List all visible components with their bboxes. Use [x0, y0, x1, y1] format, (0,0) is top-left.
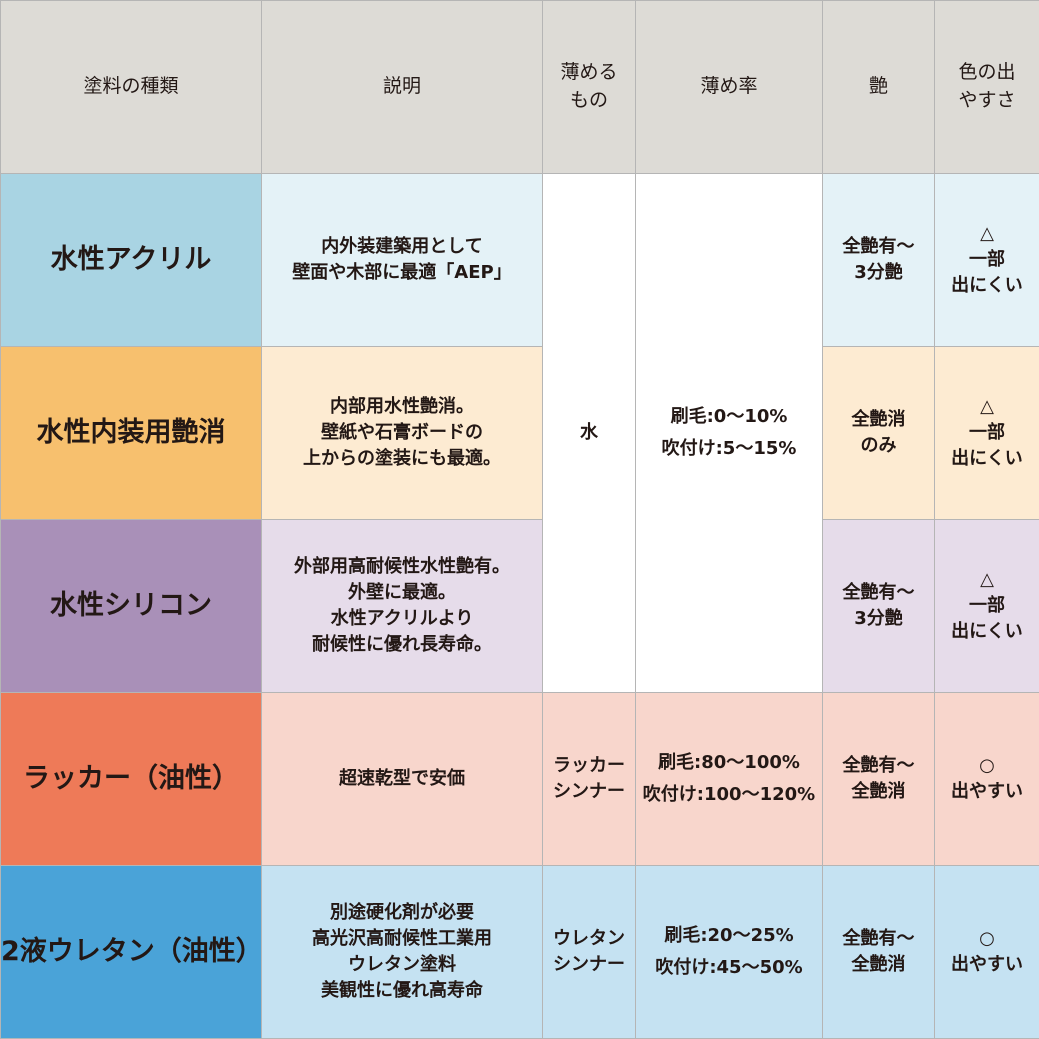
- line: 全艶有～: [842, 754, 915, 776]
- line: 水性アクリルより: [330, 608, 474, 629]
- paint-name: 2液ウレタン（油性）: [0, 865, 263, 1039]
- header-type: 塗料の種類: [0, 0, 262, 174]
- header-thinner: 薄めるもの: [542, 0, 636, 174]
- line: 全艶消: [851, 781, 906, 802]
- line: 3分艶: [854, 262, 903, 283]
- header-line: 色の出: [958, 61, 1016, 84]
- header-desc: 説明: [261, 0, 543, 174]
- gloss: 全艶有～ 全艶消: [822, 865, 935, 1039]
- line: 出にくい: [951, 275, 1023, 297]
- thin-rate: 刷毛:80～100% 吹付け:100～120%: [635, 692, 823, 866]
- line: シンナー: [553, 954, 625, 975]
- thin-rate: 刷毛:20～25% 吹付け:45～50%: [635, 865, 823, 1039]
- line: △: [980, 222, 994, 244]
- line: 出やすい: [951, 954, 1023, 975]
- line: 内部用水性艶消。: [330, 395, 474, 417]
- line: 吹付け:45～50%: [655, 957, 803, 978]
- paint-desc: 超速乾型で安価: [261, 692, 543, 866]
- line: 刷毛:0～10%: [670, 405, 788, 427]
- header-rate: 薄め率: [635, 0, 823, 174]
- line: 超速乾型で安価: [339, 767, 465, 789]
- line: 別途硬化剤が必要: [330, 901, 474, 923]
- line: 全艶消: [851, 954, 906, 975]
- color-ease: ○ 出やすい: [934, 692, 1039, 866]
- line: 全艶有～: [842, 927, 915, 949]
- line: 一部: [969, 248, 1005, 270]
- thinner-water: 水: [542, 173, 636, 693]
- paint-desc: 内外装建築用として壁面や木部に最適「AEP」: [261, 173, 543, 347]
- line: 上からの塗装にも最適。: [303, 448, 501, 470]
- color-ease: △ 一部出にくい: [934, 173, 1039, 347]
- table-row: 2液ウレタン（油性） 別途硬化剤が必要 高光沢高耐候性工業用 ウレタン塗料美観性に優…: [0, 865, 1039, 1039]
- thinner: ウレタン シンナー: [542, 865, 636, 1039]
- header-color: 色の出 やすさ: [934, 0, 1039, 174]
- color-ease: ○ 出やすい: [934, 865, 1039, 1039]
- line: 3分艶: [854, 608, 903, 629]
- thinner: ラッカー シンナー: [542, 692, 636, 866]
- line: 吹付け:5～15%: [661, 438, 797, 459]
- line: 外部用高耐候性水性艶有。: [294, 555, 510, 577]
- line: 壁面や木部に最適「AEP」: [292, 262, 512, 283]
- thin-rate-water: 刷毛:0～10% 吹付け:5～15%: [635, 173, 823, 693]
- color-ease: △ 一部出にくい: [934, 346, 1039, 520]
- gloss: 全艶消 のみ: [822, 346, 935, 520]
- line: 刷毛:80～100%: [658, 751, 800, 773]
- paint-desc: 内部用水性艶消。 壁紙や石膏ボードの 上からの塗装にも最適。: [261, 346, 543, 520]
- table-row: 水性アクリル 内外装建築用として壁面や木部に最適「AEP」 水 刷毛:0～10%…: [0, 173, 1039, 693]
- paint-name: 水性アクリル: [0, 173, 262, 347]
- line: 一部: [969, 421, 1005, 443]
- line: ウレタン: [553, 927, 625, 949]
- paint-desc: 別途硬化剤が必要 高光沢高耐候性工業用 ウレタン塗料美観性に優れ高寿命: [261, 865, 543, 1039]
- line: 全艶有～: [842, 235, 915, 257]
- paint-desc: 外部用高耐候性水性艶有。 外壁に最適。 水性アクリルより 耐候性に優れ長寿命。: [261, 519, 543, 693]
- line: のみ: [860, 435, 897, 456]
- line: 内外装建築用として: [321, 235, 483, 257]
- gloss: 全艶有～ 3分艶: [822, 173, 935, 347]
- line: ○: [979, 754, 995, 776]
- gloss: 全艶有～ 3分艶: [822, 519, 935, 693]
- line: 出にくい: [951, 448, 1023, 470]
- color-ease: △ 一部出にくい: [934, 519, 1039, 693]
- line: ○: [979, 927, 995, 949]
- line: 刷毛:20～25%: [664, 924, 794, 946]
- line: 美観性に優れ高寿命: [321, 980, 483, 1002]
- line: 全艶有～: [842, 581, 915, 603]
- paint-name: 水性内装用艶消: [0, 346, 262, 520]
- line: ウレタン塗料: [348, 954, 456, 975]
- line: 出やすい: [951, 781, 1023, 802]
- header-row: 塗料の種類 説明 薄めるもの 薄め率 艶 色の出やすさ: [0, 0, 1039, 174]
- paint-name: 水性シリコン: [0, 519, 262, 693]
- header-thinner-label: 薄めるもの: [560, 61, 618, 111]
- table-row: 水性内装用艶消 内部用水性艶消。 壁紙や石膏ボードの 上からの塗装にも最適。 全艶消…: [0, 346, 1039, 520]
- line: シンナー: [553, 781, 625, 802]
- header-line: やすさ: [958, 89, 1016, 111]
- line: 出にくい: [951, 621, 1023, 643]
- table-row: 水性シリコン 外部用高耐候性水性艶有。 外壁に最適。 水性アクリルより 耐候性に優れ長…: [0, 519, 1039, 693]
- line: 吹付け:100～120%: [642, 784, 816, 805]
- header-gloss: 艶: [822, 0, 935, 174]
- gloss: 全艶有～ 全艶消: [822, 692, 935, 866]
- line: △: [980, 395, 994, 417]
- line: 高光沢高耐候性工業用: [312, 927, 492, 949]
- line: 耐候性に優れ長寿命。: [312, 634, 492, 656]
- line: △: [980, 568, 994, 590]
- paint-name: ラッカー（油性）: [0, 692, 262, 866]
- table-row: ラッカー（油性） 超速乾型で安価 ラッカーシンナー 刷毛:80～100% 吹付け:…: [0, 692, 1039, 866]
- line: 外壁に最適。: [348, 581, 456, 603]
- line: 一部: [969, 594, 1005, 616]
- line: ラッカー: [553, 754, 625, 776]
- line: 壁紙や石膏ボードの: [321, 421, 483, 443]
- line: 全艶消: [851, 408, 906, 430]
